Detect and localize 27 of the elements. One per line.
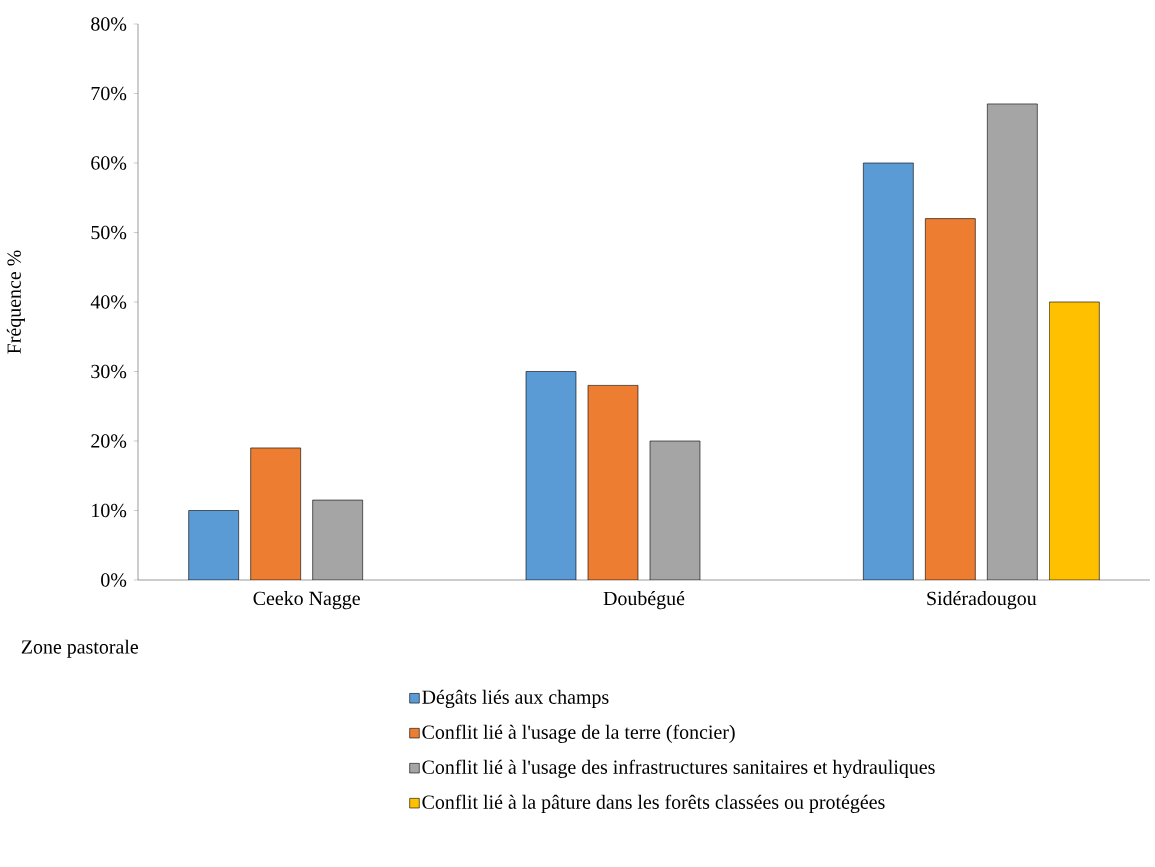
y-tick-label: 70% <box>91 86 127 101</box>
bar <box>526 371 576 580</box>
y-tick-label: 0% <box>101 573 127 587</box>
legend-label: Dégâts liés aux champs <box>422 689 609 708</box>
x-tick-label: Sidéradougou <box>927 591 1037 610</box>
y-tick-label: 80% <box>91 17 127 31</box>
legend-label: Conflit lié à l'usage de la terre (foncier) <box>422 724 735 743</box>
legend-label: Conflit lié à l'usage des infrastructures sanitaires et hydrauliques <box>422 759 935 778</box>
bar <box>588 385 638 580</box>
y-tick-label: 20% <box>91 434 127 448</box>
bar <box>650 441 700 580</box>
legend-label: Conflit lié à la pâture dans les forêts classées ou protégées <box>422 794 885 813</box>
y-tick-label: 50% <box>91 225 127 240</box>
y-tick-label: 10% <box>92 503 127 518</box>
bar <box>863 162 914 580</box>
x-tick-label: Doubégué <box>603 591 685 610</box>
bar <box>250 447 301 580</box>
bar <box>925 218 976 580</box>
x-axis-title: Zone pastorale <box>21 639 139 658</box>
y-tick-label: 30% <box>91 364 127 379</box>
bar <box>312 500 363 580</box>
x-tick-label: Ceeko Nagge <box>253 591 360 610</box>
y-tick-label: 40% <box>90 295 127 309</box>
bar <box>987 103 1038 580</box>
bar <box>188 510 239 580</box>
y-axis-title: Fréquence % <box>6 250 25 354</box>
y-tick-label: 60% <box>91 156 127 170</box>
